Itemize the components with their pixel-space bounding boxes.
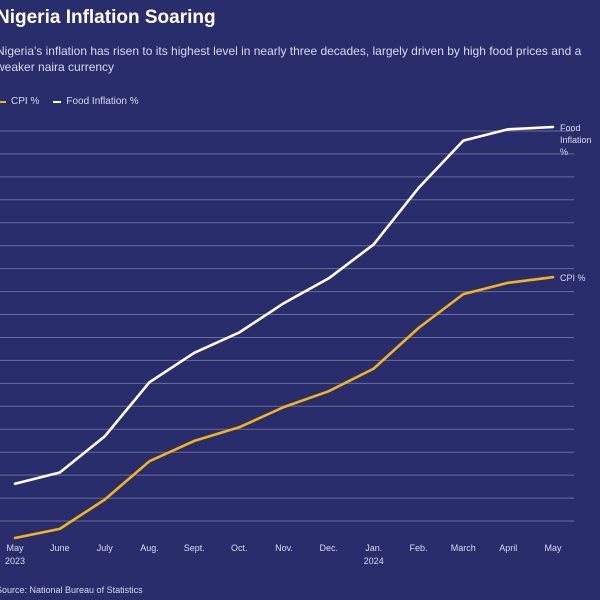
x-tick-label: Feb. [409, 543, 427, 553]
x-tick-label: March [451, 543, 476, 553]
gridlines [0, 130, 574, 522]
x-tick-label: Sept. [184, 543, 205, 553]
series-end-labels: Food Inflation% CPI % [560, 123, 592, 283]
chart-subtitle: Nigeria's inflation has risen to its hig… [0, 43, 600, 75]
source-note: Source: National Bureau of Statistics [0, 585, 143, 595]
series-line-cpi [13, 275, 555, 540]
x-tick-label: May [544, 543, 562, 553]
chart-title: Nigeria Inflation Soaring [0, 7, 216, 28]
x-tick-sublabel: 2024 [364, 556, 384, 566]
series-end-label: Food [560, 123, 581, 133]
series-end-label: % [560, 147, 568, 157]
subtitle-line-1: Nigeria's inflation has risen to its hig… [0, 44, 582, 58]
legend-item-cpi: CPI % [0, 96, 39, 107]
legend-swatch-cpi [0, 100, 6, 103]
series-lines [13, 125, 555, 540]
series-line-food-inflation [13, 125, 555, 486]
x-tick-label: Oct. [231, 543, 248, 553]
x-tick-label: July [97, 543, 114, 553]
series-end-label: Inflation [560, 135, 592, 145]
x-tick-label: June [50, 543, 70, 553]
legend-label-cpi: CPI % [11, 96, 40, 107]
legend-item-food: Food Inflation % [53, 96, 139, 107]
subtitle-line-2: weaker naira currency [0, 60, 115, 74]
chart-legend: CPI % Food Inflation % [0, 96, 153, 107]
x-tick-label: Nov. [275, 543, 293, 553]
x-tick-label: May [6, 543, 24, 553]
x-tick-label: April [499, 543, 517, 553]
legend-swatch-food [53, 100, 62, 103]
x-tick-label: Dec. [320, 543, 339, 553]
legend-label-food: Food Inflation % [66, 96, 139, 107]
x-axis-labels: May 2023 June July Aug. Sept. Oct. Nov. Dec. Jan.… [5, 543, 562, 566]
x-tick-label: Aug. [140, 543, 159, 553]
x-tick-label: Jan. [365, 543, 382, 553]
series-end-label: CPI % [560, 273, 586, 283]
x-tick-sublabel: 2023 [5, 556, 25, 566]
